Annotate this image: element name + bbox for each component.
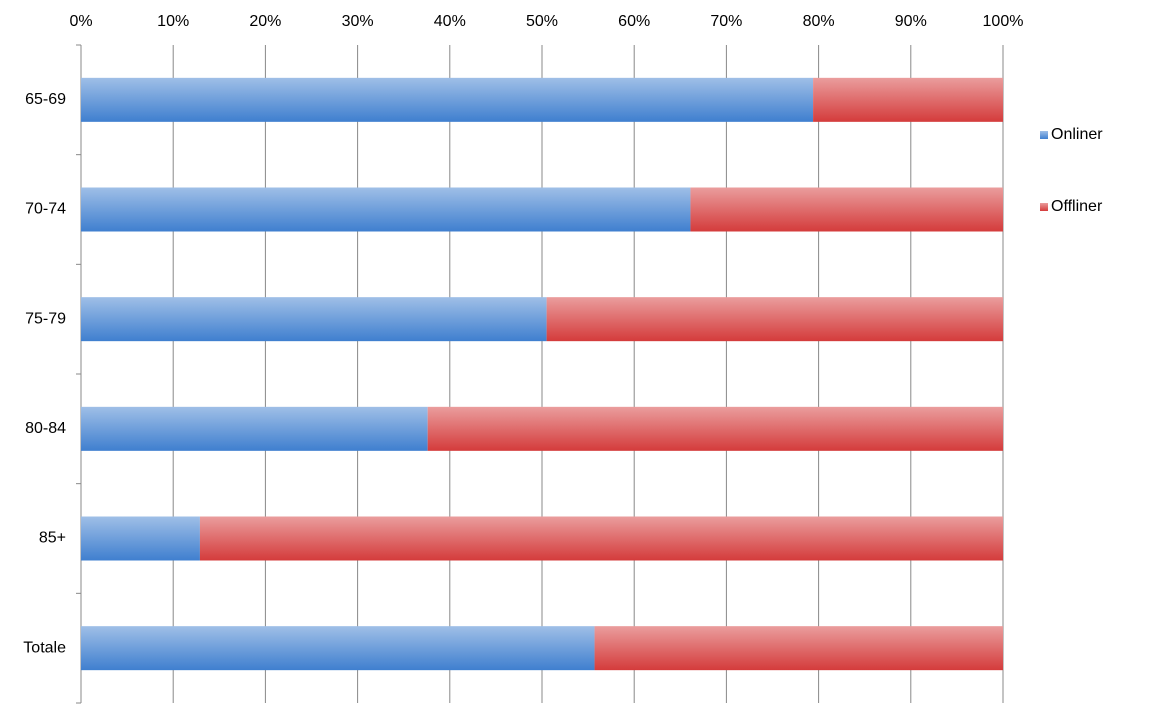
bar-segment	[199, 516, 1004, 561]
bar-segment	[81, 406, 428, 451]
legend-label: Offliner	[1051, 198, 1103, 215]
bar-segment	[81, 187, 691, 232]
x-tick-label: 30%	[342, 13, 374, 30]
x-tick-label: 0%	[69, 13, 92, 30]
bar-segment	[81, 626, 595, 671]
legend-swatch	[1040, 203, 1048, 211]
y-tick-label: Totale	[23, 639, 66, 656]
bar-segment	[81, 297, 547, 342]
legend-swatch	[1040, 131, 1048, 139]
bar-segment	[594, 626, 1003, 671]
y-tick-label: 75-79	[25, 310, 66, 327]
x-tick-label: 10%	[157, 13, 189, 30]
x-tick-label: 80%	[803, 13, 835, 30]
bar-segment	[427, 406, 1003, 451]
x-tick-label: 60%	[618, 13, 650, 30]
x-tick-label: 100%	[983, 13, 1024, 30]
x-tick-label: 20%	[249, 13, 281, 30]
y-tick-label: 65-69	[25, 91, 66, 108]
bar-segment	[813, 77, 1003, 122]
x-tick-label: 40%	[434, 13, 466, 30]
x-tick-label: 90%	[895, 13, 927, 30]
bar-segment	[81, 516, 200, 561]
bar-segment	[546, 297, 1003, 342]
x-tick-label: 50%	[526, 13, 558, 30]
y-tick-label: 85+	[39, 530, 66, 547]
bar-segment	[690, 187, 1003, 232]
legend-label: Onliner	[1051, 126, 1103, 143]
x-tick-label: 70%	[710, 13, 742, 30]
y-tick-label: 80-84	[25, 420, 66, 437]
bar-segment	[81, 77, 814, 122]
y-tick-label: 70-74	[25, 201, 66, 218]
